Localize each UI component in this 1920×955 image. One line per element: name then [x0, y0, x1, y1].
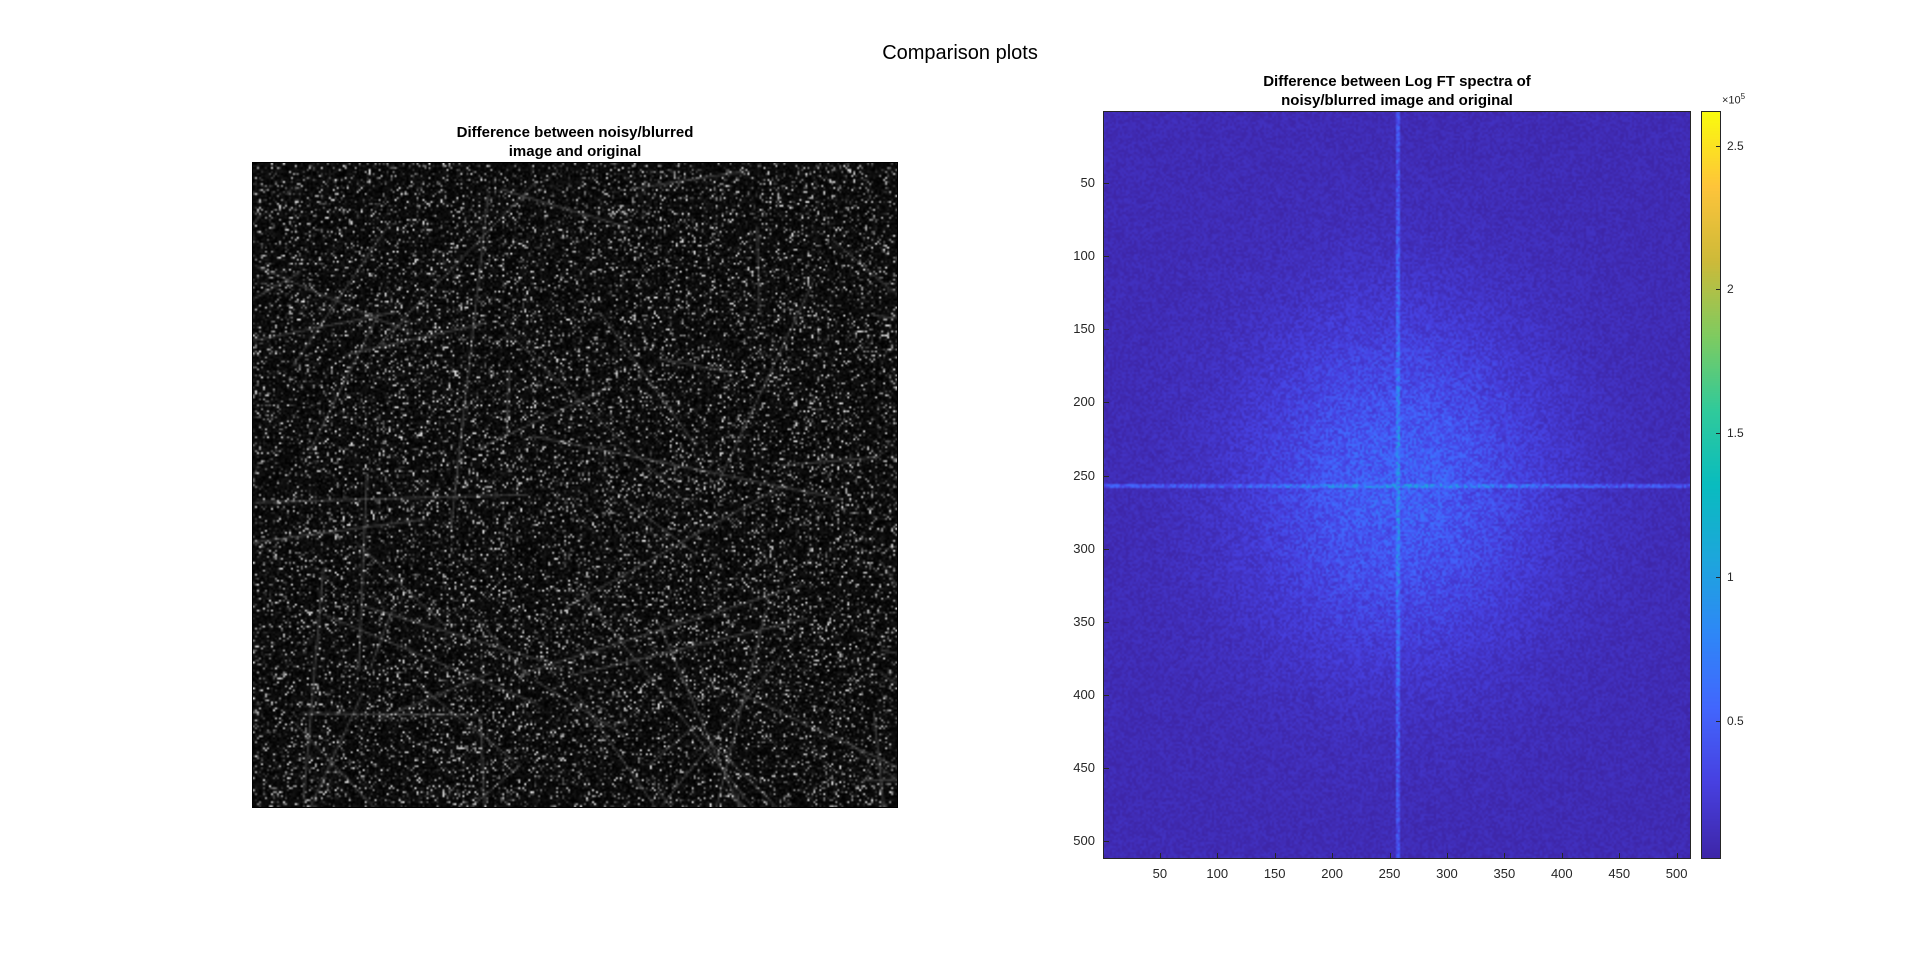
colorbar-tick-label: 2.5: [1727, 138, 1744, 153]
y-tick-label: 150: [1073, 321, 1095, 337]
y-tick-mark: [1103, 548, 1109, 550]
colorbar-exponent-prefix: ×10: [1722, 94, 1741, 107]
figure-title: Comparison plots: [882, 42, 1038, 64]
left-plot-title: Difference between noisy/blurred image a…: [252, 123, 898, 161]
spectrum-difference-image: [1103, 111, 1691, 859]
colorbar-tick-mark: [1716, 577, 1721, 579]
y-tick-mark: [1103, 402, 1109, 404]
x-tick-label: 250: [1378, 866, 1401, 881]
y-tick-mark: [1103, 183, 1109, 185]
colorbar-tick-label: 2: [1727, 282, 1734, 297]
left-plot-title-line-2: image and original: [508, 143, 642, 160]
y-tick-mark: [1103, 329, 1109, 331]
colorbar-tick-mark: [1716, 289, 1721, 291]
colorbar-tick-label: 1: [1727, 570, 1734, 585]
y-tick-mark: [1103, 840, 1109, 842]
colorbar-exponent-value: 5: [1740, 92, 1746, 101]
x-tick-label: 350: [1493, 866, 1516, 881]
x-tick-label: 50: [1152, 866, 1168, 881]
difference-image: [252, 162, 898, 808]
right-plot-title: Difference between Log FT spectra of noi…: [1103, 72, 1691, 110]
x-tick-mark: [1446, 853, 1448, 859]
y-tick-label: 400: [1073, 686, 1095, 702]
y-tick-mark: [1103, 621, 1109, 623]
y-tick-label: 50: [1080, 175, 1095, 191]
y-tick-label: 200: [1073, 394, 1095, 410]
right-plot-title-line-1: Difference between Log FT spectra of: [1263, 73, 1531, 90]
y-tick-label: 500: [1073, 832, 1095, 848]
left-plot-title-line-1: Difference between noisy/blurred: [456, 124, 694, 141]
y-tick-mark: [1103, 475, 1109, 477]
colorbar-gradient: [1702, 112, 1720, 858]
x-tick-label: 200: [1321, 866, 1343, 881]
y-tick-label: 100: [1073, 248, 1095, 264]
x-tick-mark: [1561, 853, 1563, 859]
colorbar-tick-mark: [1716, 145, 1721, 147]
colorbar-tick-mark: [1716, 720, 1721, 722]
colorbar-tick-mark: [1716, 433, 1721, 435]
spectrum-difference-canvas: [1104, 112, 1690, 858]
x-tick-label: 500: [1665, 866, 1688, 881]
x-tick-label: 300: [1436, 866, 1458, 881]
x-tick-label: 450: [1608, 866, 1631, 881]
x-tick-mark: [1332, 853, 1334, 859]
colorbar: [1701, 111, 1721, 859]
y-tick-mark: [1103, 767, 1109, 769]
y-tick-mark: [1103, 256, 1109, 258]
right-plot-title-line-2: noisy/blurred image and original: [1281, 92, 1513, 109]
x-tick-mark: [1389, 853, 1391, 859]
difference-image-canvas: [253, 163, 897, 807]
x-tick-label: 400: [1550, 866, 1573, 881]
y-tick-label: 350: [1073, 613, 1095, 629]
y-tick-label: 300: [1073, 540, 1095, 556]
x-tick-mark: [1504, 853, 1506, 859]
x-tick-mark: [1619, 853, 1621, 859]
colorbar-exponent: ×105: [1722, 92, 1745, 107]
colorbar-tick-label: 1.5: [1727, 426, 1744, 441]
x-tick-label: 100: [1206, 866, 1229, 881]
x-tick-mark: [1676, 853, 1678, 859]
colorbar-tick-label: 0.5: [1727, 713, 1744, 728]
x-tick-mark: [1274, 853, 1276, 859]
y-tick-label: 450: [1073, 759, 1095, 775]
x-tick-label: 150: [1263, 866, 1286, 881]
x-tick-mark: [1159, 853, 1161, 859]
y-tick-label: 250: [1073, 467, 1095, 483]
x-tick-mark: [1217, 853, 1219, 859]
y-tick-mark: [1103, 694, 1109, 696]
